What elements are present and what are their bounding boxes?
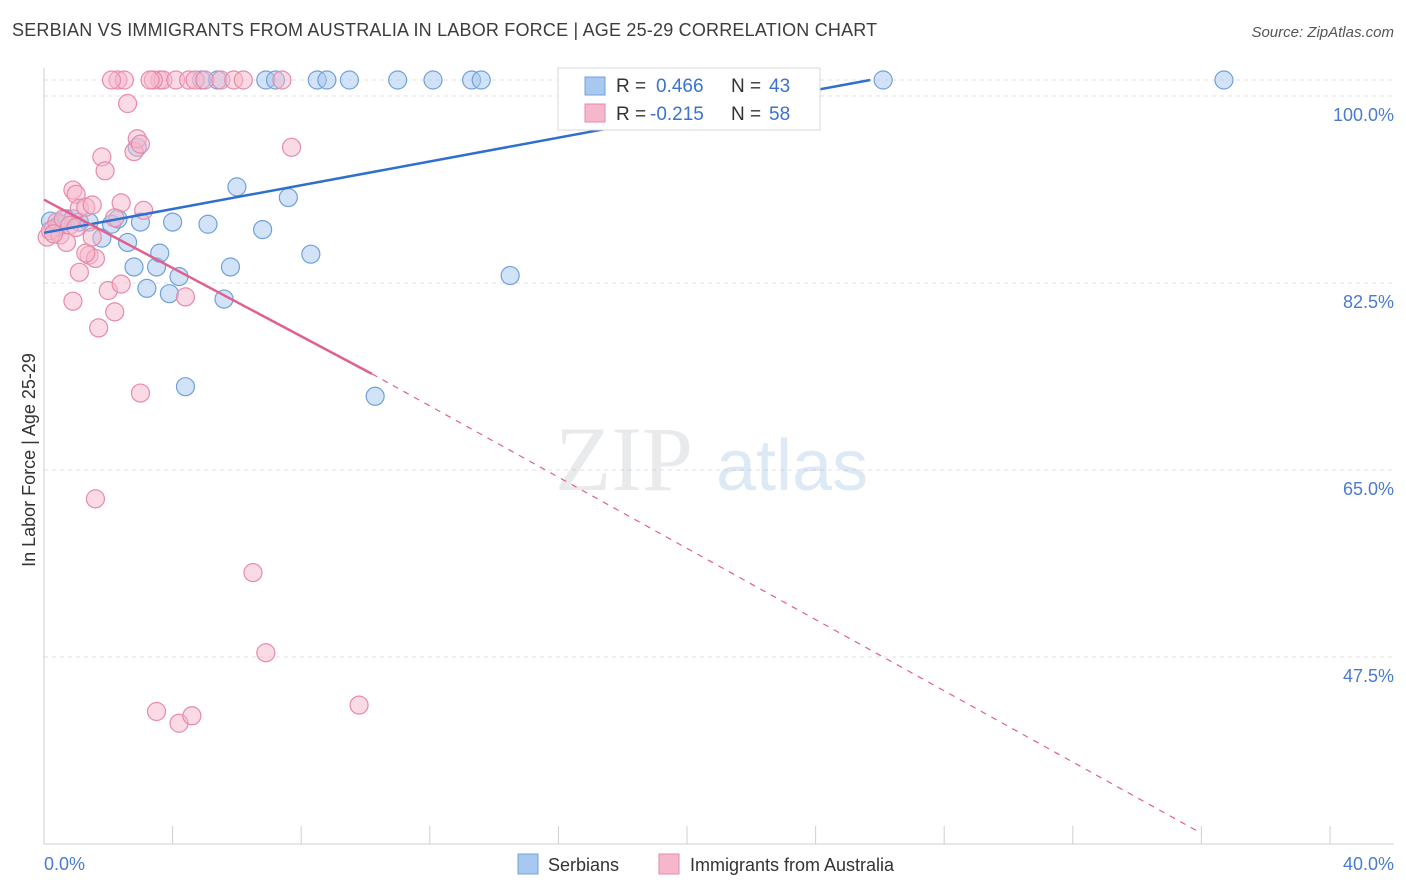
australia-point[interactable] — [130, 134, 151, 154]
serbians-point[interactable] — [159, 284, 179, 304]
legend-label-australia[interactable]: Immigrants from Australia — [690, 855, 895, 875]
serbians-point[interactable] — [198, 214, 218, 234]
australia-point[interactable] — [63, 291, 83, 311]
australia-point[interactable] — [243, 562, 263, 583]
chart-source: Source: ZipAtlas.com — [1251, 24, 1394, 41]
australia-point[interactable] — [195, 70, 215, 90]
serbians-point[interactable] — [500, 265, 520, 286]
australia-point[interactable] — [130, 383, 151, 403]
serbians-point[interactable] — [163, 212, 183, 232]
australia-point[interactable] — [44, 224, 64, 244]
legend-label-serbians[interactable]: Serbians — [548, 855, 619, 875]
y-tick-label: 47.5% — [1343, 666, 1394, 686]
watermark: ZIP atlas — [555, 408, 868, 510]
stats-serbians-n: 43 — [769, 76, 790, 97]
stats-australia-n-label: N = — [731, 104, 761, 125]
stats-box: R = 0.466 N = 43 R = -0.215 N = 58 — [557, 67, 821, 131]
serbians-point[interactable] — [365, 386, 385, 406]
australia-point[interactable] — [111, 274, 131, 294]
serbians-point[interactable] — [873, 70, 893, 90]
x-tick-label: 40.0% — [1343, 854, 1394, 874]
stats-swatch-serbians — [584, 76, 606, 96]
axes-layer — [43, 68, 1394, 845]
stats-serbians-r-label: R = — [616, 76, 646, 97]
australia-point[interactable] — [82, 195, 102, 215]
australia-trend-extension — [371, 373, 1202, 834]
y-tick-label: 100.0% — [1333, 105, 1394, 125]
serbians-point[interactable] — [1214, 70, 1234, 90]
serbians-point[interactable] — [388, 70, 408, 90]
stats-serbians-n-label: N = — [731, 76, 761, 97]
australia-point[interactable] — [146, 701, 167, 722]
australia-point[interactable] — [85, 489, 106, 509]
y-tick-label: 82.5% — [1343, 292, 1394, 312]
australia-point[interactable] — [272, 70, 292, 90]
australia-point[interactable] — [175, 287, 196, 307]
serbians-point[interactable] — [278, 187, 298, 208]
legend-swatch-serbians[interactable] — [517, 853, 539, 875]
serbians-point[interactable] — [339, 70, 360, 90]
australia-point[interactable] — [95, 161, 115, 181]
x-tick-label: 0.0% — [44, 854, 85, 874]
australia-point[interactable] — [233, 70, 253, 90]
australia-point[interactable] — [117, 93, 138, 114]
australia-point[interactable] — [281, 137, 302, 157]
legend-swatch-australia[interactable] — [658, 853, 680, 875]
stats-australia-r-label: R = — [616, 104, 646, 125]
australia-point[interactable] — [89, 318, 109, 338]
serbians-point[interactable] — [175, 377, 196, 397]
australia-point[interactable] — [140, 70, 160, 90]
serbians-point[interactable] — [301, 244, 321, 264]
watermark-zip: ZIP — [555, 408, 693, 510]
serbians-point[interactable] — [471, 70, 491, 90]
x-tick-labels: 0.0% 40.0% — [44, 854, 1394, 874]
serbians-point[interactable] — [137, 278, 157, 298]
australia-point[interactable] — [105, 302, 125, 322]
serbians-point[interactable] — [317, 70, 337, 90]
stats-australia-n: 58 — [769, 104, 790, 125]
australia-point[interactable] — [69, 262, 89, 282]
serbians-point[interactable] — [124, 257, 144, 277]
serbians-point[interactable] — [253, 219, 273, 240]
watermark-atlas: atlas — [716, 426, 868, 506]
y-tick-labels: 100.0% 82.5% 65.0% 47.5% — [1333, 105, 1394, 686]
stats-swatch-australia — [584, 103, 606, 123]
australia-point[interactable] — [82, 227, 102, 247]
australia-point[interactable] — [182, 706, 202, 726]
australia-point[interactable] — [256, 643, 276, 663]
serbians-point[interactable] — [220, 257, 241, 277]
australia-trend-line — [43, 198, 373, 375]
stats-serbians-r: 0.466 — [656, 76, 704, 97]
legend: Serbians Immigrants from Australia — [517, 853, 895, 875]
y-axis-label: In Labor Force | Age 25-29 — [19, 353, 39, 567]
australia-point[interactable] — [101, 70, 122, 90]
y-tick-label: 65.0% — [1343, 479, 1394, 499]
serbians-point[interactable] — [227, 177, 247, 197]
chart-title: SERBIAN VS IMMIGRANTS FROM AUSTRALIA IN … — [12, 20, 878, 40]
stats-australia-r: -0.215 — [650, 104, 704, 125]
serbians-point[interactable] — [150, 243, 170, 263]
australia-point[interactable] — [76, 243, 96, 263]
australia-point[interactable] — [349, 695, 369, 715]
points-layer — [37, 70, 1234, 733]
serbians-point[interactable] — [423, 70, 443, 90]
